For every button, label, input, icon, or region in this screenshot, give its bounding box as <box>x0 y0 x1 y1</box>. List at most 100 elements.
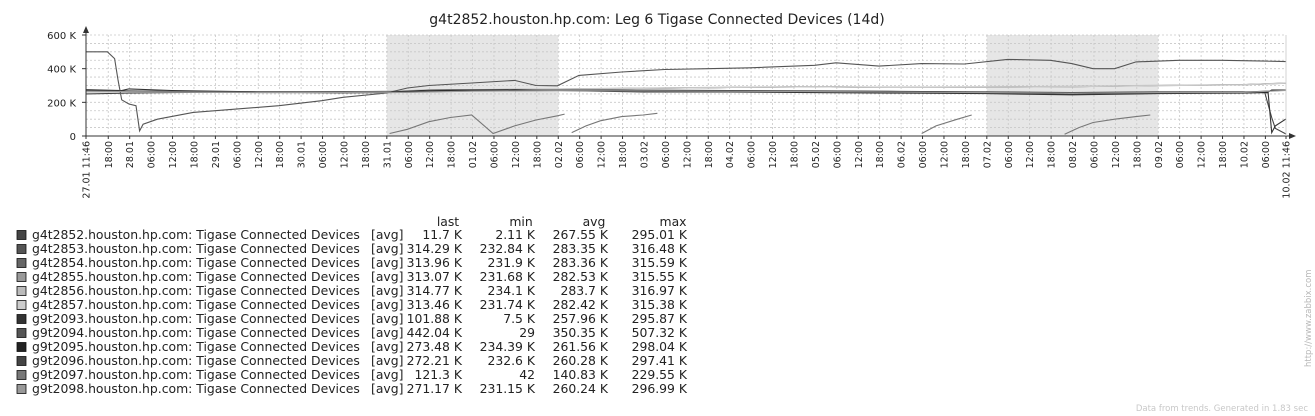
x-tick-label: 27.01 11:46 <box>82 141 93 199</box>
legend-value-min: 231.15 K <box>480 381 536 396</box>
legend-function: [avg] <box>371 269 403 284</box>
legend-value-min: 42 <box>519 367 535 382</box>
series-line-g9t2097-d <box>921 114 972 134</box>
legend-value-last: 442.04 K <box>407 325 463 340</box>
legend-series-name: g4t2855.houston.hp.com: Tigase Connected… <box>32 269 360 284</box>
legend-value-min: 234.1 K <box>487 283 535 298</box>
x-tick-label: 06:00 <box>1261 141 1272 168</box>
legend-value-last: 313.96 K <box>407 255 463 270</box>
legend-function: [avg] <box>371 367 403 382</box>
legend-swatch <box>16 258 27 268</box>
legend-series-name: g9t2096.houston.hp.com: Tigase Connected… <box>32 353 360 368</box>
x-tick-label: 18:00 <box>618 141 629 168</box>
legend-series-name: g4t2853.houston.hp.com: Tigase Connected… <box>32 241 360 256</box>
legend-value-last: 313.46 K <box>407 297 463 312</box>
legend-value-last: 101.88 K <box>407 311 463 326</box>
legend-series-name: g9t2095.houston.hp.com: Tigase Connected… <box>32 339 360 354</box>
x-tick-label: 18:00 <box>104 141 115 168</box>
x-tick-label: 12:00 <box>511 141 522 168</box>
legend-value-max: 316.48 K <box>632 241 688 256</box>
x-tick-label: 18:00 <box>1132 141 1143 168</box>
chart-title: g4t2852.houston.hp.com: Leg 6 Tigase Con… <box>429 12 884 28</box>
legend-series-name: g9t2097.houston.hp.com: Tigase Connected… <box>32 367 360 382</box>
legend-value-max: 295.87 K <box>632 311 688 326</box>
generated-note: Data from trends. Generated in 1.83 sec <box>1136 404 1308 414</box>
legend-swatch <box>16 370 27 380</box>
x-tick-label: 18:00 <box>532 141 543 168</box>
legend-swatch <box>16 314 27 324</box>
x-tick-label: 06.02 <box>897 141 908 168</box>
x-tick-label: 12:00 <box>1111 141 1122 168</box>
x-tick-label: 06:00 <box>318 141 329 168</box>
legend-value-max: 507.32 K <box>632 325 688 340</box>
x-tick-label: 01.02 <box>468 141 479 168</box>
x-tick-label: 29.01 <box>211 141 222 168</box>
x-tick-label: 12:00 <box>1025 141 1036 168</box>
legend-value-max: 297.41 K <box>632 353 688 368</box>
legend-swatch <box>16 230 27 240</box>
x-tick-label: 08.02 <box>1068 141 1079 168</box>
x-tick-label: 18:00 <box>189 141 200 168</box>
legend-value-last: 272.21 K <box>407 353 463 368</box>
legend-header-avg: avg <box>583 214 606 229</box>
plot-area: 0 200 K 400 K 600 K 27.01 11:46 18:00 28.01 06:… <box>47 26 1296 199</box>
x-tick-label: 12:00 <box>425 141 436 168</box>
x-axis-arrow <box>1289 133 1296 139</box>
legend-header-min: min <box>509 214 532 229</box>
legend-swatch <box>16 272 27 282</box>
x-tick-label: 07.02 <box>982 141 993 168</box>
y-tick-label: 0 <box>70 132 76 143</box>
x-tick-label: 06:00 <box>918 141 929 168</box>
legend-value-max: 315.55 K <box>632 269 688 284</box>
legend-series-name: g4t2852.houston.hp.com: Tigase Connected… <box>32 227 360 242</box>
x-tick-label: 30.01 <box>297 141 308 168</box>
legend-value-avg: 282.42 K <box>553 297 609 312</box>
legend-function: [avg] <box>371 283 403 298</box>
legend-value-avg: 261.56 K <box>553 339 609 354</box>
legend-value-last: 314.29 K <box>407 241 463 256</box>
legend-value-max: 296.99 K <box>632 381 688 396</box>
x-tick-label: 12:00 <box>854 141 865 168</box>
legend-swatch <box>16 286 27 296</box>
x-tick-label: 18:00 <box>789 141 800 168</box>
x-tick-label: 12:00 <box>768 141 779 168</box>
legend-series-name: g4t2857.houston.hp.com: Tigase Connected… <box>32 297 360 312</box>
x-tick-label: 06:00 <box>747 141 758 168</box>
legend-value-last: 11.7 K <box>422 227 463 242</box>
legend-value-min: 2.11 K <box>495 227 536 242</box>
x-tick-label: 18:00 <box>1047 141 1058 168</box>
legend-series-name: g9t2094.houston.hp.com: Tigase Connected… <box>32 325 360 340</box>
x-tick-label: 06:00 <box>832 141 843 168</box>
legend-series-name: g4t2856.houston.hp.com: Tigase Connected… <box>32 283 360 298</box>
legend-value-max: 316.97 K <box>632 283 688 298</box>
x-tick-label: 03.02 <box>639 141 650 168</box>
legend-value-avg: 283.35 K <box>553 241 609 256</box>
y-tick-label: 200 K <box>47 98 76 109</box>
legend-value-min: 231.68 K <box>480 269 536 284</box>
legend-value-avg: 283.36 K <box>553 255 609 270</box>
legend-function: [avg] <box>371 353 403 368</box>
legend-series-name: g9t2098.houston.hp.com: Tigase Connected… <box>32 381 360 396</box>
x-tick-label: 04.02 <box>725 141 736 168</box>
legend-swatch <box>16 342 27 352</box>
legend-header-max: max <box>660 214 687 229</box>
x-tick-label: 18:00 <box>275 141 286 168</box>
x-tick-label: 10.02 11:46 <box>1282 141 1293 199</box>
legend-header-last: last <box>437 214 459 229</box>
y-tick-label: 600 K <box>47 31 76 42</box>
x-tick-label: 18:00 <box>961 141 972 168</box>
x-tick-label: 12:00 <box>254 141 265 168</box>
legend-series-name: g4t2854.houston.hp.com: Tigase Connected… <box>32 255 360 270</box>
x-tick-label: 12:00 <box>339 141 350 168</box>
legend-swatch <box>16 356 27 366</box>
legend-value-avg: 260.24 K <box>553 381 609 396</box>
legend-swatch <box>16 300 27 310</box>
legend-value-min: 232.6 K <box>487 353 535 368</box>
x-tick-label: 06:00 <box>1089 141 1100 168</box>
series-line-g9t2098 <box>85 89 1287 94</box>
x-tick-label: 10.02 <box>1239 141 1250 168</box>
legend-value-last: 314.77 K <box>407 283 463 298</box>
x-tick-label: 18:00 <box>361 141 372 168</box>
series-line-g9t2097-c <box>1064 114 1151 135</box>
legend-value-last: 313.07 K <box>407 269 463 284</box>
